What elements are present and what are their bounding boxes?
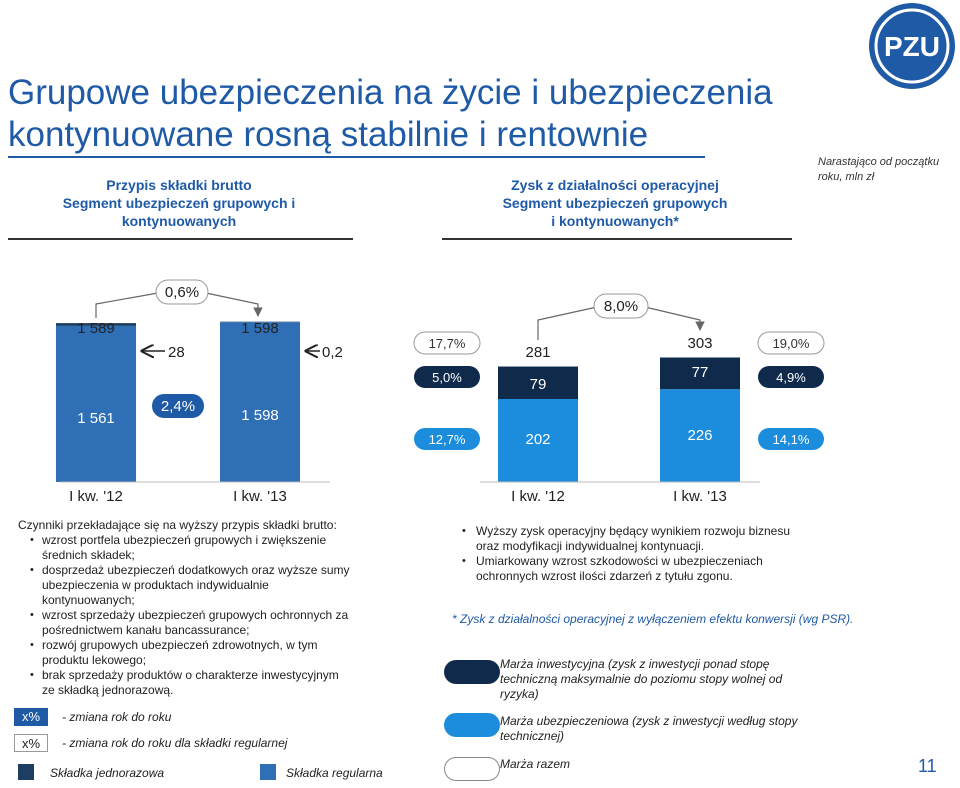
premium-factors: Czynniki przekładające się na wyższy prz… <box>18 518 353 698</box>
single-label-q1-12: 28 <box>168 344 185 361</box>
insurance-label-q1-13: 226 <box>687 427 712 444</box>
section-title-left: Przypis składki brutto Segment ubezpiecz… <box>8 176 350 230</box>
pzu-logo: PZU <box>869 3 955 89</box>
total-label-q1-12-profit: 281 <box>525 344 550 361</box>
charts-area: 1 589 1 598 1 561 1 598 28 0,2 0,6% 2,4%… <box>56 279 825 505</box>
change-total-pill <box>155 279 209 305</box>
footnote: * Zysk z działalności operacyjnej z wyłą… <box>452 612 854 626</box>
list-item: dosprzedaż ubezpieczeń dodatkowych oraz … <box>18 563 353 608</box>
change-line-left <box>95 292 159 318</box>
page-number: 11 <box>918 756 937 776</box>
margin-total-q1-12: 17,7% <box>429 336 466 351</box>
investment-label-q1-13: 77 <box>692 364 709 381</box>
legend-total-margin: Marża razem <box>500 757 571 771</box>
margin-total-pill-q1-13 <box>757 331 825 355</box>
section-right-line-3: i kontynuowanych* <box>551 213 679 229</box>
profit-change-label: 8,0% <box>604 298 638 315</box>
profit-chart: 281 303 79 77 202 226 8,0% 17,7% 5,0% 12… <box>413 293 825 505</box>
margin-investment-q1-12: 5,0% <box>432 370 462 385</box>
x-label-q1-13-left: I kw. '13 <box>233 488 287 505</box>
bar-insurance-q1-12 <box>498 399 578 482</box>
list-item: brak sprzedaży produktów o charakterze i… <box>18 668 353 698</box>
margin-investment-pill-q1-12 <box>414 366 480 388</box>
x-label-q1-13-right: I kw. '13 <box>673 488 727 505</box>
margin-insurance-pill-q1-13 <box>758 428 824 450</box>
list-item: wzrost sprzedaży ubezpieczeń grupowych o… <box>18 608 353 638</box>
list-item: Umiarkowany wzrost szkodowości w ubezpie… <box>462 554 802 584</box>
margin-total-pill-q1-12 <box>413 331 481 355</box>
legend-swatch-total-margin <box>444 757 500 781</box>
legend-investment-margin: Marża inwestycyjna (zysk z inwestycji po… <box>500 657 783 701</box>
profit-change-arrow-right <box>644 306 705 331</box>
bar-regular-q1-12 <box>56 325 136 482</box>
x-label-q1-12-left: I kw. '12 <box>69 488 123 505</box>
margin-insurance-q1-13: 14,1% <box>773 432 810 447</box>
bar-single-q1-12 <box>56 323 136 326</box>
margin-investment-q1-13: 4,9% <box>776 370 806 385</box>
insurance-label-q1-12: 202 <box>525 431 550 448</box>
section-left-line-1: Przypis składki brutto <box>106 177 252 193</box>
premium-factors-intro: Czynniki przekładające się na wyższy prz… <box>18 518 337 532</box>
change-arrow-right <box>205 292 263 317</box>
section-right-line-2: Segment ubezpieczeń grupowych <box>502 195 728 211</box>
margin-insurance-pill-q1-12 <box>414 428 480 450</box>
regular-label-q1-12: 1 561 <box>77 410 115 427</box>
legend-regular-premium: Składka regularna <box>286 766 383 780</box>
legend-change-regular-swatch: x% <box>14 734 48 752</box>
margin-total-q1-13: 19,0% <box>773 336 810 351</box>
regular-label-q1-13: 1 598 <box>241 407 279 424</box>
bar-investment-q1-13 <box>660 357 740 390</box>
title-underline <box>8 156 705 158</box>
legend-change-swatch: x% <box>14 708 48 726</box>
page-title: Grupowe ubezpieczenia na życie i ubezpie… <box>8 72 808 156</box>
legend-swatch-investment-margin <box>444 660 500 684</box>
legend-single-premium: Składka jednorazowa <box>50 766 165 780</box>
profit-factors: Wyższy zysk operacyjny będący wynikiem r… <box>462 524 802 584</box>
bar-single-q1-13 <box>220 321 300 323</box>
profit-change-pill <box>593 293 649 319</box>
legend-swatch-single-premium <box>18 764 34 780</box>
single-label-q1-13: 0,2 <box>322 344 343 361</box>
legend-change-label: - zmiana rok do roku <box>62 710 172 724</box>
legend-insurance-margin: Marża ubezpieczeniowa (zysk z inwestycji… <box>500 714 798 743</box>
title-line-1: Grupowe ubezpieczenia na życie i ubezpie… <box>8 73 773 112</box>
title-line-2: kontynuowane rosną stabilnie i rentownie <box>8 115 649 154</box>
profit-factors-list: Wyższy zysk operacyjny będący wynikiem r… <box>462 524 802 584</box>
investment-label-q1-12: 79 <box>530 376 547 393</box>
bar-investment-q1-12 <box>498 366 578 399</box>
margin-investment-pill-q1-13 <box>758 366 824 388</box>
list-item: rozwój grupowych ubezpieczeń zdrowotnych… <box>18 638 353 668</box>
premium-factors-list: wzrost portfela ubezpieczeń grupowych i … <box>18 533 353 698</box>
total-label-q1-13-profit: 303 <box>687 335 712 352</box>
margin-insurance-q1-12: 12,7% <box>429 432 466 447</box>
legend-change-regular-label: - zmiana rok do roku dla składki regular… <box>62 736 288 750</box>
section-left-divider <box>8 238 353 240</box>
list-item: Wyższy zysk operacyjny będący wynikiem r… <box>462 524 802 554</box>
logo-text: PZU <box>884 31 940 62</box>
premium-chart: 1 589 1 598 1 561 1 598 28 0,2 0,6% 2,4%… <box>56 279 343 505</box>
total-label-q1-13: 1 598 <box>241 320 279 337</box>
legend-swatch-insurance-margin <box>444 713 500 737</box>
list-item: wzrost portfela ubezpieczeń grupowych i … <box>18 533 353 563</box>
section-right-line-1: Zysk z działalności operacyjnej <box>511 177 719 193</box>
legend-swatch-regular-premium <box>260 764 276 780</box>
section-left-line-3: kontynuowanych <box>121 213 237 229</box>
section-title-right: Zysk z działalności operacyjnej Segment … <box>440 176 790 230</box>
total-label-q1-12: 1 589 <box>77 320 115 337</box>
change-total-label: 0,6% <box>165 284 199 301</box>
section-left-line-2: Segment ubezpieczeń grupowych i <box>62 195 296 211</box>
x-label-q1-12-right: I kw. '12 <box>511 488 565 505</box>
change-regular-pill <box>152 394 204 418</box>
bar-regular-q1-13 <box>220 322 300 482</box>
section-right-divider <box>442 238 792 240</box>
unit-note: Narastająco od początku roku, mln zł <box>818 156 940 183</box>
profit-change-line-left <box>537 306 598 340</box>
change-regular-label: 2,4% <box>161 398 195 415</box>
bar-insurance-q1-13 <box>660 389 740 482</box>
